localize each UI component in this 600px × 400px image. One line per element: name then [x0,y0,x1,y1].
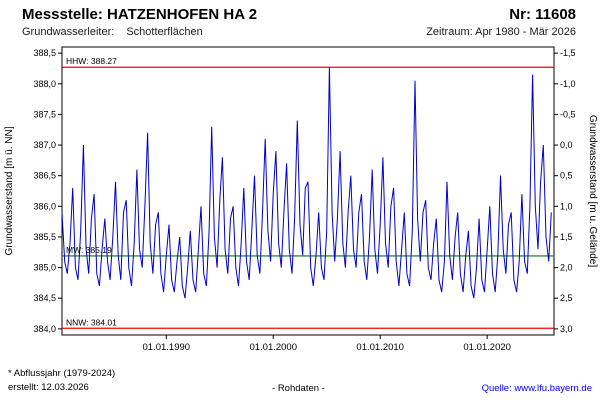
y-axis-right-title: Grundwasserstand [m u. Gelände] [587,115,598,268]
x-axis-tick-label: 01.01.2000 [249,342,297,353]
aquifer-info: Grundwasserleiter: Schotterflächen [22,26,203,38]
x-axis-tick-label: 01.01.2010 [356,342,404,353]
header: Messstelle: HATZENHOFEN HA 2 Nr: 11608 G… [0,0,600,38]
aquifer-label: Grundwasserleiter: [22,26,115,38]
nnw-label: NNW: 384.01 [66,317,117,327]
y-axis-left-tick-label: 388,5 [33,48,56,58]
hydrograph-chart: 388,5 -1,5 388,0 -1,0 387,5 -0,5 387,0 0,0 386,5… [4,46,598,353]
data-type-label: - Rohdaten - [272,383,325,394]
y-axis-right-tick-label: 2,0 [560,263,573,273]
y-axis-left-tick-label: 385,5 [33,232,56,242]
y-axis-left-tick-label: 384,5 [33,293,56,303]
y-axis-left-tick-label: 386,0 [33,201,56,211]
y-axis-right-tick-label: 0,5 [560,171,573,181]
page-title: Messstelle: HATZENHOFEN HA 2 [22,6,258,23]
mw-label: MW: 385.19 [66,245,112,255]
y-axis-left-tick-label: 386,5 [33,171,56,181]
station-number: Nr: 11608 [509,6,576,23]
y-axis-right-tick-label: 0,0 [560,140,573,150]
hhw-label: HHW: 388.27 [66,56,117,66]
y-axis-left-tick-label: 388,0 [33,79,56,89]
y-axis-right-tick-label: -1,5 [560,48,576,58]
groundwater-level-series [61,67,552,299]
y-axis-left-tick-label: 384,0 [33,324,56,334]
footnote-abflussjahr: * Abflussjahr (1979-2024) [8,367,116,379]
y-axis-right-tick-label: 2,5 [560,293,573,303]
source-link[interactable]: Quelle: www.lfu.bayern.de [481,383,592,394]
x-axis-tick-label: 01.01.1990 [143,342,191,353]
footer: * Abflussjahr (1979-2024) erstellt: 12.0… [8,367,592,396]
y-axis-left-tick-label: 387,5 [33,109,56,119]
y-axis-left-tick-label: 387,0 [33,140,56,150]
y-axis-right-tick-label: -0,5 [560,109,576,119]
y-axis-right-tick-label: 1,5 [560,232,573,242]
subheader-row: Grundwasserleiter: Schotterflächen Zeitra… [22,26,576,38]
x-axis-tick-label: 01.01.2020 [463,342,511,353]
created-date: erstellt: 12.03.2026 [8,381,89,393]
aquifer-value: Schotterflächen [126,26,203,38]
plot-border [61,46,555,336]
period-label: Zeitraum: Apr 1980 - Mär 2026 [426,26,576,38]
y-axis-right-tick-label: 1,0 [560,201,573,211]
footer-left: * Abflussjahr (1979-2024) erstellt: 12.0… [8,367,115,396]
y-axis-left-title: Grundwasserstand [m ü. NN] [4,126,15,255]
y-axis-right-tick-label: 3,0 [560,324,573,334]
y-axis-right-tick-label: -1,0 [560,79,576,89]
title-row: Messstelle: HATZENHOFEN HA 2 Nr: 11608 [22,6,576,23]
y-axis-left-tick-label: 385,0 [33,263,56,273]
